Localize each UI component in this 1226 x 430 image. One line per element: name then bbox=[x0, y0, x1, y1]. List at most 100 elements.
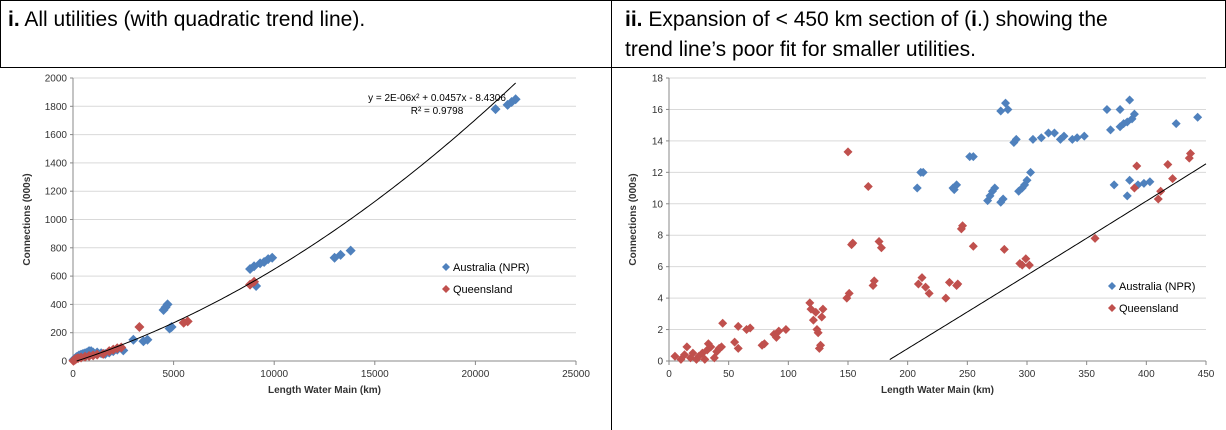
chart-i-y-tick-label: 2000 bbox=[45, 74, 68, 85]
chart-i-point-australia bbox=[166, 322, 177, 333]
chart-i-point-australia bbox=[506, 97, 517, 108]
chart-i-y-tick-label: 800 bbox=[50, 243, 67, 254]
chart-ii-point-queensland bbox=[843, 147, 853, 157]
chart-ii-x-tick-label: 0 bbox=[666, 369, 672, 380]
chart-ii-point-queensland bbox=[958, 221, 968, 231]
chart-ii-point-australia bbox=[1109, 180, 1119, 190]
chart-ii-point-australia bbox=[1125, 95, 1135, 105]
caption-right: ii. Expansion of < 450 km section of (i.… bbox=[625, 5, 1220, 65]
chart-ii-point-australia bbox=[912, 183, 922, 193]
chart-i-point-australia bbox=[345, 245, 356, 256]
chart-i-point-queensland bbox=[92, 349, 103, 360]
chart-ii-point-queensland bbox=[733, 343, 743, 353]
chart-ii-point-queensland bbox=[876, 243, 886, 253]
chart-i-point-australia bbox=[255, 258, 266, 269]
chart-ii-point-queensland bbox=[1021, 254, 1031, 264]
chart-ii-legend-label-australia: Australia (NPR) bbox=[1119, 281, 1195, 293]
chart-ii-point-queensland bbox=[1090, 233, 1100, 243]
caption-right-line-1: ii. Expansion of < 450 km section of (i.… bbox=[625, 5, 1220, 35]
chart-ii-point-australia bbox=[1059, 131, 1069, 141]
table-header-border bbox=[0, 67, 1226, 68]
chart-ii-point-queensland bbox=[811, 307, 821, 317]
chart-ii-point-australia bbox=[1145, 177, 1155, 187]
chart-ii-point-australia bbox=[998, 194, 1008, 204]
chart-i-y-tick-label: 1000 bbox=[45, 215, 68, 226]
chart-ii-plot-area bbox=[670, 95, 1207, 364]
chart-i-point-australia bbox=[510, 94, 521, 105]
chart-ii-point-queensland bbox=[718, 318, 728, 328]
chart-ii-point-queensland bbox=[730, 337, 740, 347]
chart-ii-point-queensland bbox=[1185, 148, 1195, 158]
chart-ii-point-australia bbox=[968, 152, 978, 162]
chart-ii-x-tick-label: 400 bbox=[1138, 369, 1155, 380]
chart-i-trend-equation: y = 2E-06x² + 0.0457x - 8.4306 bbox=[368, 93, 506, 104]
chart-ii-point-australia bbox=[1028, 134, 1038, 144]
chart-ii-point-queensland bbox=[808, 315, 818, 325]
chart-ii-legend-marker-australia bbox=[1108, 282, 1116, 290]
chart-ii-point-queensland bbox=[805, 298, 815, 308]
chart-ii-y-tick-label: 10 bbox=[652, 199, 664, 210]
chart-i-point-queensland bbox=[182, 316, 193, 327]
chart-ii-point-australia bbox=[1072, 133, 1082, 143]
chart-ii-point-queensland bbox=[733, 321, 743, 331]
chart-i-y-tick-label: 1400 bbox=[45, 158, 68, 169]
chart-ii-y-tick-label: 16 bbox=[652, 105, 664, 116]
chart-i-x-tick-label: 20000 bbox=[461, 369, 489, 380]
chart-i-y-tick-label: 200 bbox=[50, 328, 67, 339]
chart-ii-y-tick-label: 14 bbox=[652, 136, 664, 147]
chart-i-x-tick-label: 10000 bbox=[260, 369, 288, 380]
caption-right-text-a: Expansion of < 450 km section of ( bbox=[642, 8, 972, 31]
chart-ii-x-axis-title: Length Water Main (km) bbox=[881, 385, 994, 396]
chart-ii-y-tick-label: 12 bbox=[652, 168, 664, 179]
chart-ii-point-queensland bbox=[924, 288, 934, 298]
chart-ii-point-australia bbox=[996, 106, 1006, 116]
chart-i-y-tick-label: 1800 bbox=[45, 102, 68, 113]
chart-ii-y-axis-title: Connections (000s) bbox=[628, 173, 639, 265]
chart-ii-point-australia bbox=[1011, 134, 1021, 144]
chart-ii-point-australia bbox=[1022, 175, 1032, 185]
chart-ii-x-tick-label: 50 bbox=[723, 369, 735, 380]
chart-ii-point-queensland bbox=[759, 339, 769, 349]
chart-ii-point-australia bbox=[1043, 128, 1053, 138]
chart-ii-point-australia bbox=[1171, 119, 1181, 129]
chart-ii-point-queensland bbox=[703, 339, 713, 349]
chart-ii-y-tick-label: 0 bbox=[657, 357, 663, 368]
chart-ii-y-tick-label: 2 bbox=[657, 325, 663, 336]
chart-ii-point-queensland bbox=[944, 277, 954, 287]
chart-ii-point-australia bbox=[1122, 117, 1132, 127]
chart-ii-point-queensland bbox=[968, 241, 978, 251]
chart-i-plot-area bbox=[68, 82, 521, 366]
chart-ii-point-queensland bbox=[868, 281, 878, 291]
chart-ii-point-queensland bbox=[1168, 174, 1178, 184]
chart-ii-point-australia bbox=[990, 183, 1000, 193]
chart-ii-point-australia bbox=[1129, 109, 1139, 119]
chart-ii-legend-label-queensland: Queensland bbox=[1119, 303, 1178, 315]
chart-ii-point-queensland bbox=[848, 238, 858, 248]
chart-ii-point-australia bbox=[985, 191, 995, 201]
chart-ii-point-queensland bbox=[953, 279, 963, 289]
chart-ii-point-queensland bbox=[688, 348, 698, 358]
chart-i-point-australia bbox=[335, 249, 346, 260]
chart-ii-point-queensland bbox=[1153, 194, 1163, 204]
chart-i-trend-r2: R² = 0.9798 bbox=[411, 106, 464, 117]
chart-ii-point-queensland bbox=[682, 342, 692, 352]
chart-i-x-tick-label: 0 bbox=[70, 369, 76, 380]
chart-ii-trend-line bbox=[889, 163, 1207, 360]
chart-ii-y-tick-label: 4 bbox=[657, 294, 663, 305]
chart-ii-point-queensland bbox=[676, 354, 686, 364]
chart-ii-point-queensland bbox=[999, 244, 1009, 254]
chart-ii-x-tick-label: 150 bbox=[840, 369, 857, 380]
chart-ii-point-queensland bbox=[745, 323, 755, 333]
chart-ii-point-queensland bbox=[706, 342, 716, 352]
chart-i-legend-marker-australia bbox=[442, 263, 450, 271]
caption-left: i. All utilities (with quadratic trend l… bbox=[8, 5, 365, 35]
chart-ii-x-tick-label: 300 bbox=[1019, 369, 1036, 380]
chart-ii-point-australia bbox=[952, 180, 962, 190]
chart-i-legend-marker-queensland bbox=[442, 285, 450, 293]
chart-ii-point-australia bbox=[1106, 125, 1116, 135]
chart-ii-point-australia bbox=[1017, 183, 1027, 193]
chart-ii-point-queensland bbox=[818, 304, 828, 314]
chart-ii-point-queensland bbox=[913, 279, 923, 289]
caption-right-line-2: trend line’s poor fit for smaller utilit… bbox=[625, 38, 976, 61]
